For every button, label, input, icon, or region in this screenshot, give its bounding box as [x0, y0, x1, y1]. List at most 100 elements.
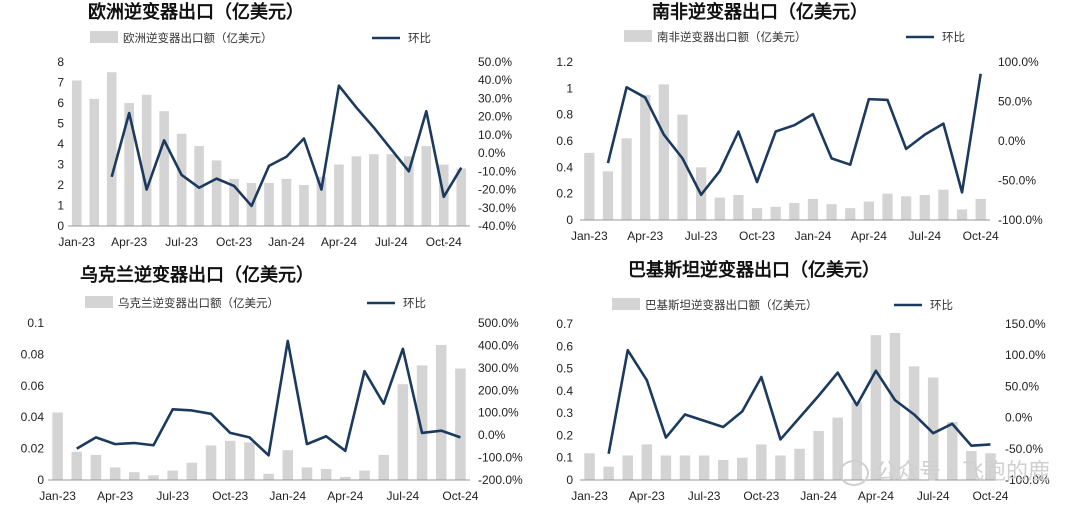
x-tick-label: Jan-24 [800, 489, 837, 503]
watermark: 公众号 · 飞跑的鹿 [839, 454, 1050, 486]
x-tick-label: Oct-23 [743, 489, 779, 503]
x-tick-label: Apr-24 [851, 229, 887, 243]
bar [733, 194, 744, 220]
x-tick-label: Jan-23 [39, 489, 76, 503]
right-tick-label: 150.0% [1005, 317, 1046, 331]
legend-line-label: 环比 [408, 31, 431, 45]
left-tick-label: 0.8 [556, 108, 573, 122]
x-tick-label: Jul-24 [917, 489, 950, 503]
bar [340, 476, 351, 480]
left-tick-label: 4 [57, 137, 64, 151]
left-tick-label: 5 [57, 117, 64, 131]
bar [677, 114, 688, 220]
left-tick-label: 0.5 [556, 362, 573, 376]
bar [334, 164, 344, 226]
x-tick-label: Jan-23 [571, 489, 608, 503]
bar [882, 193, 893, 220]
left-axis: 0 0.02 0.04 0.06 0.08 0.1 [21, 316, 45, 487]
x-axis: Jan-23 Apr-23 Jul-23 Oct-23 Jan-24 Apr-24 Jul-… [571, 229, 999, 243]
x-tick-label: Jan-24 [795, 229, 832, 243]
right-tick-label: -200.0% [478, 473, 523, 487]
left-tick-label: 0.6 [556, 134, 573, 148]
left-tick-label: 0.06 [21, 379, 45, 393]
legend-line-label: 环比 [942, 30, 965, 44]
left-tick-label: 0.02 [21, 442, 45, 456]
bar [109, 467, 121, 480]
chart-title: 欧洲逆变器出口（亿美元） [88, 1, 304, 23]
legend: 乌克兰逆变器出口额（亿美元） 环比 [85, 296, 426, 310]
bar [947, 422, 958, 480]
left-tick-label: 0 [57, 219, 64, 233]
bar [851, 402, 863, 480]
left-tick-label: 6 [57, 96, 64, 110]
left-tick-label: 0.2 [556, 428, 573, 442]
bar [282, 450, 294, 480]
bar [919, 194, 930, 220]
bar [584, 152, 595, 220]
bar-series [52, 344, 466, 480]
bar [770, 206, 781, 220]
bar [359, 470, 370, 480]
x-tick-label: Apr-23 [627, 229, 663, 243]
bar [301, 467, 313, 480]
left-tick-label: 0.08 [21, 347, 45, 361]
bar [316, 176, 327, 226]
right-tick-label: 100.0% [478, 406, 519, 420]
right-tick-label: -100.0% [1005, 473, 1050, 487]
x-axis: Jan-23 Apr-23 Jul-23 Oct-23 Jan-24 Apr-24 Jul-… [39, 489, 478, 503]
left-tick-label: 3 [57, 158, 64, 172]
bar [621, 138, 632, 220]
bar-series [584, 84, 986, 220]
legend-bar-swatch [612, 298, 640, 310]
left-tick-label: 0 [566, 473, 573, 487]
ukraine-chart: 乌克兰逆变器出口（亿美元） 乌克兰逆变器出口额（亿美元） 环比 0 0.02 0.04 0.… [21, 264, 523, 503]
bar [714, 197, 725, 220]
legend-bar-swatch [90, 31, 118, 43]
right-tick-label: 0.0% [1005, 411, 1033, 425]
x-tick-label: Apr-23 [97, 489, 133, 503]
legend: 巴基斯坦逆变器出口额（亿美元） 环比 [612, 298, 953, 312]
bar [320, 469, 332, 480]
right-tick-label: 0.0% [478, 146, 506, 160]
bar [194, 146, 204, 226]
bar [737, 457, 748, 480]
bar [679, 455, 691, 480]
pakistan-chart-panel: 巴基斯坦逆变器出口（亿美元） 巴基斯坦逆变器出口额（亿美元） 环比 0 0.1 0.2 0.… [540, 257, 1080, 514]
left-tick-label: 7 [57, 76, 64, 90]
x-tick-label: Oct-24 [442, 489, 478, 503]
bar [985, 453, 996, 480]
right-axis: -100.0% -50.0% 0.0% 50.0% 100.0% 150.0% [1005, 317, 1050, 487]
chart-title: 乌克兰逆变器出口（亿美元） [80, 264, 314, 286]
x-tick-label: Jan-23 [571, 229, 608, 243]
x-tick-label: Jul-24 [908, 229, 941, 243]
bar [124, 103, 134, 226]
x-tick-label: Jul-24 [375, 235, 408, 249]
right-tick-label: -50.0% [1005, 442, 1043, 456]
right-tick-label: -10.0% [478, 164, 516, 178]
right-tick-label: -30.0% [478, 201, 516, 215]
right-axis: -200.0% -100.0% 0.0% 100.0% 200.0% 300.0% 400.… [478, 316, 523, 487]
bar [281, 178, 292, 226]
right-tick-label: 50.0% [478, 55, 512, 69]
right-tick-label: 400.0% [478, 338, 519, 352]
bar [602, 171, 614, 220]
bar [966, 451, 977, 480]
bar [167, 470, 178, 480]
left-tick-label: 0.04 [21, 410, 45, 424]
bar [889, 332, 901, 480]
line-points [111, 85, 462, 207]
bar [660, 455, 672, 480]
bar [378, 454, 389, 480]
bar-series [584, 332, 996, 480]
left-tick-label: 0.1 [27, 316, 44, 330]
right-tick-label: -40.0% [478, 219, 516, 233]
bar [794, 448, 805, 480]
bar [148, 475, 159, 480]
bar [807, 198, 819, 220]
chart-title: 南非逆变器出口（亿美元） [652, 1, 868, 23]
bar [159, 111, 169, 226]
bar [229, 178, 239, 226]
left-tick-label: 0.6 [556, 339, 573, 353]
right-tick-label: 0.0% [478, 428, 506, 442]
bar [938, 189, 949, 220]
